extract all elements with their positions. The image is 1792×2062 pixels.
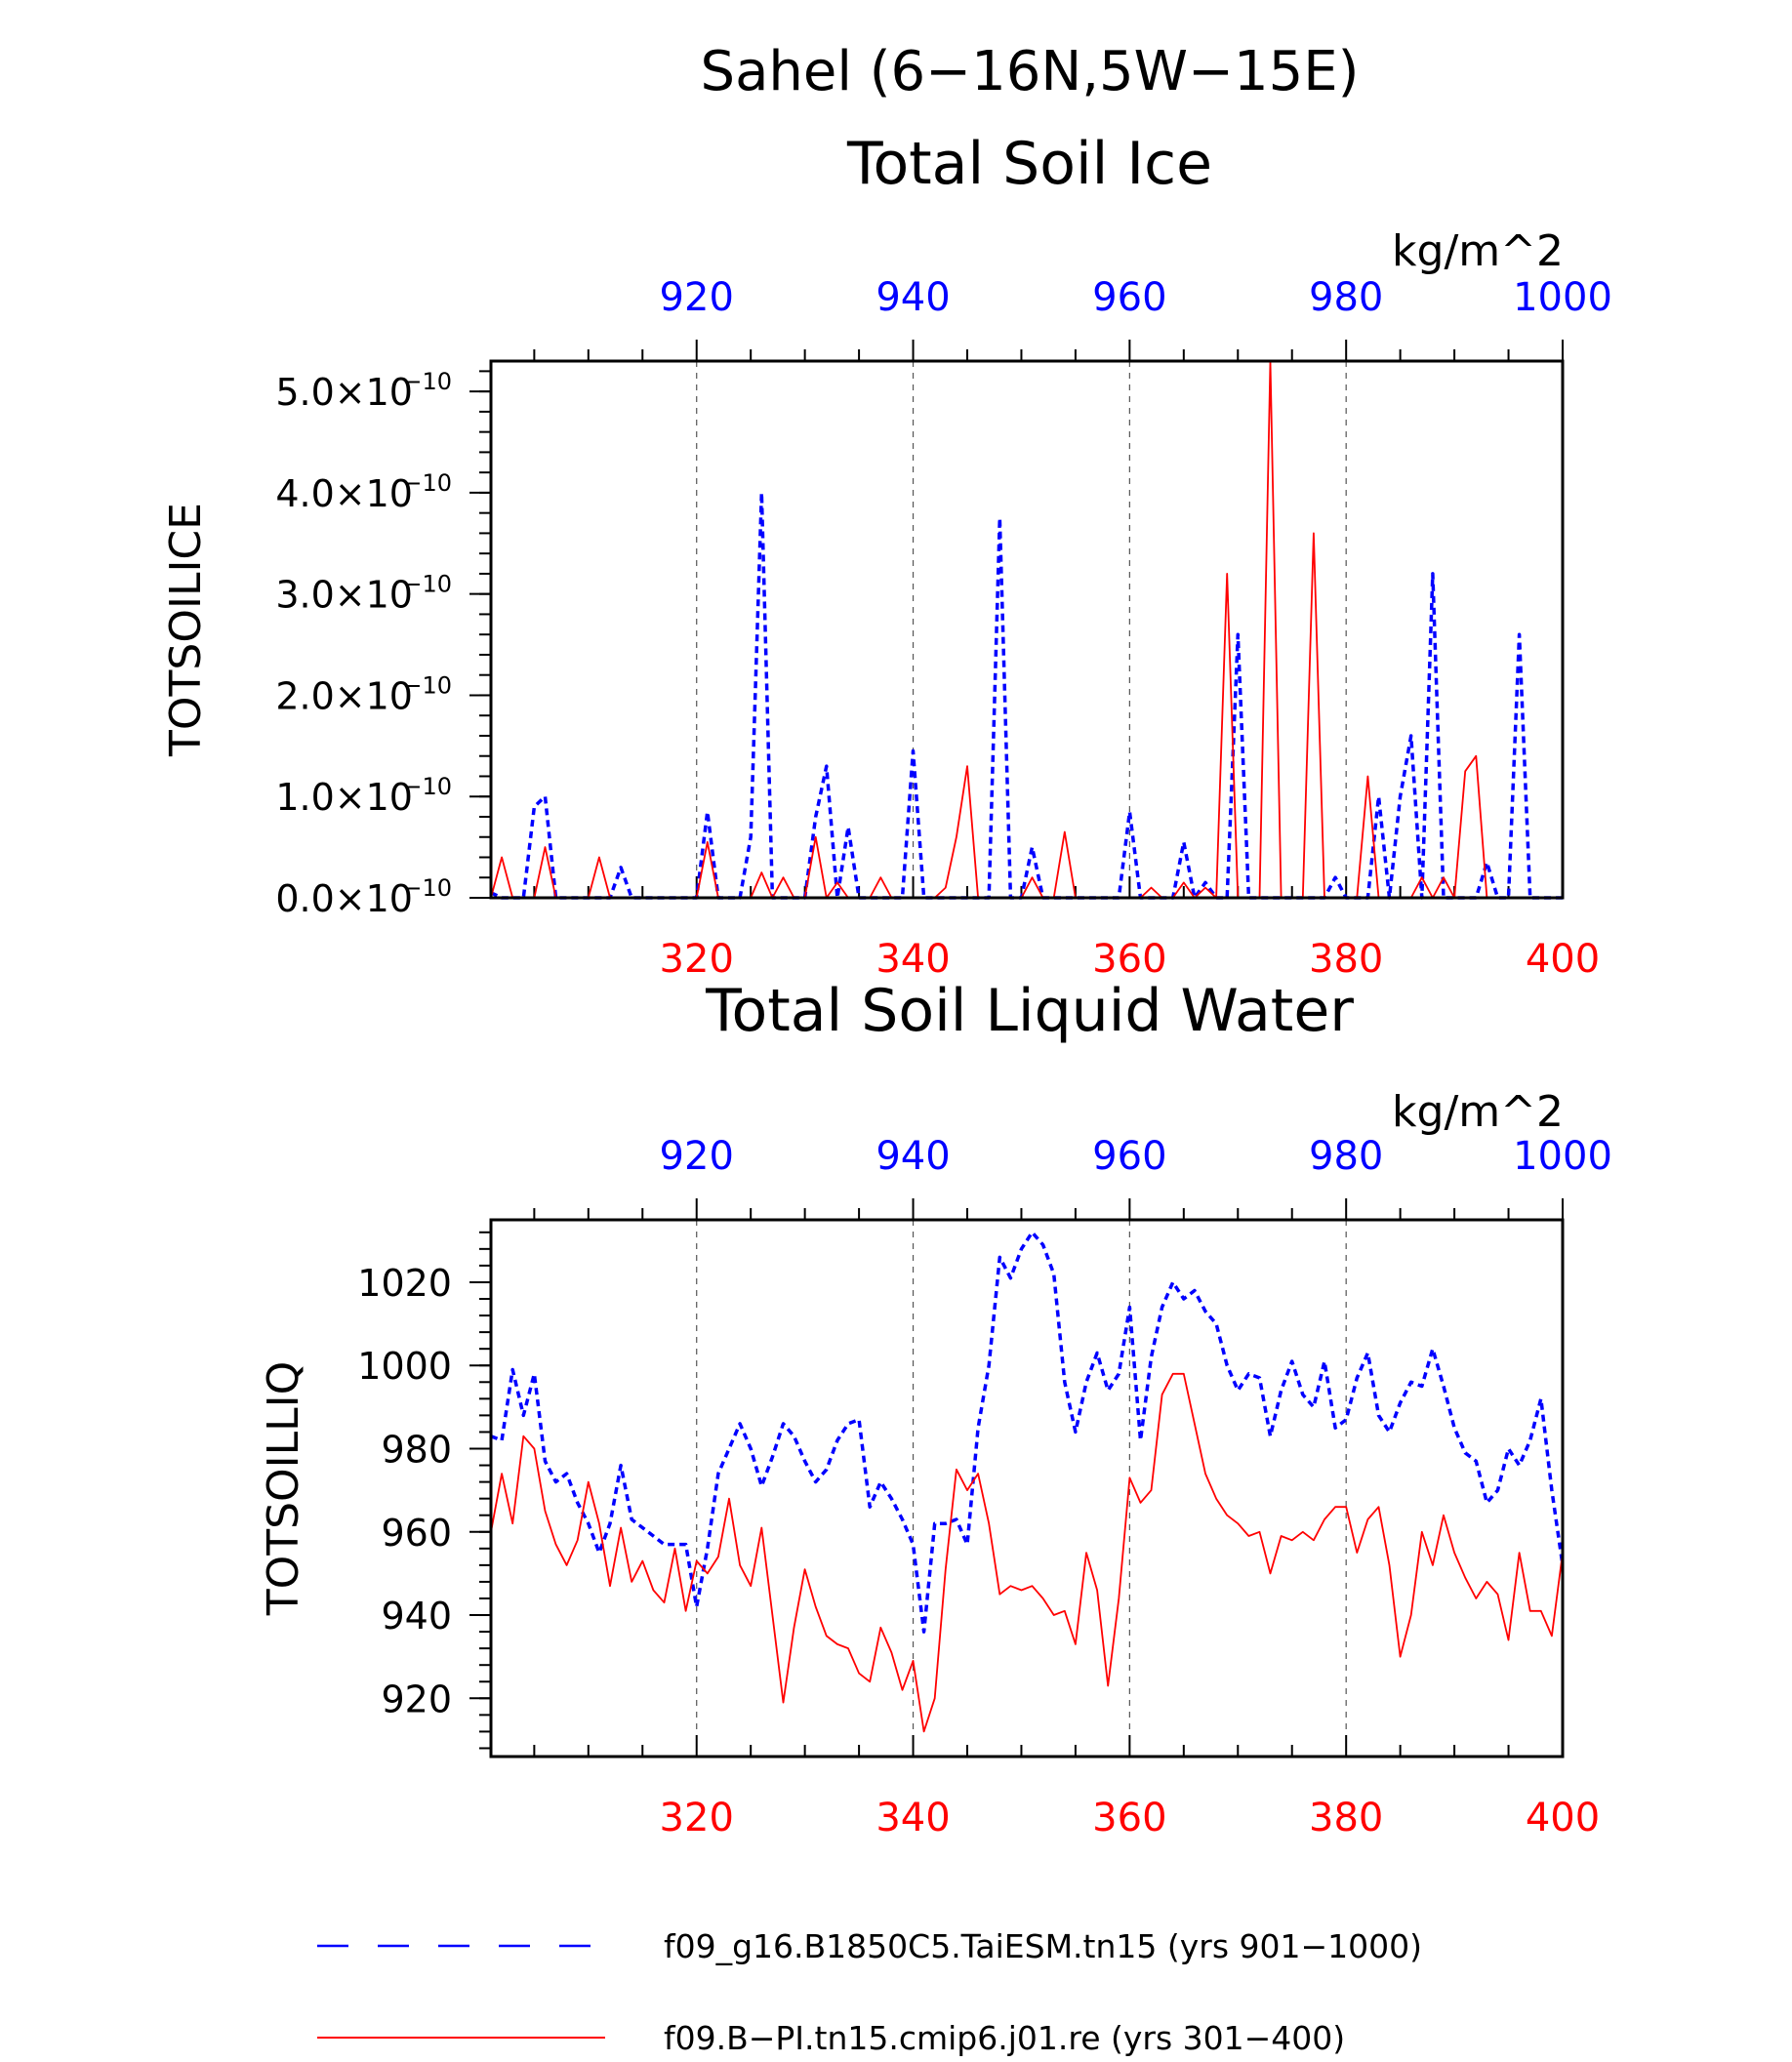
y-tick-label: 980: [381, 1428, 452, 1471]
y-tick-exponent: −10: [402, 571, 452, 598]
y-tick-label: 5.0×10: [275, 371, 413, 414]
y-tick-label: 3.0×10: [275, 574, 413, 617]
y-tick-label: 920: [381, 1678, 452, 1720]
y-tick-exponent: −10: [402, 874, 452, 902]
y-axis-label: TOTSOILLIQ: [259, 1361, 308, 1617]
y-tick-label: 1.0×10: [275, 776, 413, 819]
x-bottom-tick-label: 320: [660, 937, 734, 982]
x-bottom-tick-label: 400: [1526, 1796, 1600, 1840]
y-axis-label: TOTSOILICE: [161, 503, 211, 757]
figure-title: Sahel (6−16N,5W−15E): [701, 40, 1360, 103]
y-tick-label: 2.0×10: [275, 674, 413, 717]
x-top-tick-label: 920: [660, 275, 734, 320]
series-line-red-solid: [490, 360, 1563, 899]
x-bottom-tick-label: 340: [876, 1796, 950, 1840]
legend-label-red: f09.B−PI.tn15.cmip6.j01.re (yrs 301−400): [664, 2019, 1345, 2057]
x-bottom-tick-label: 380: [1309, 1796, 1383, 1840]
panel1-units: kg/m^2: [1392, 226, 1564, 276]
y-tick-label: 960: [381, 1512, 452, 1555]
x-bottom-tick-label: 360: [1092, 1796, 1166, 1840]
x-top-tick-label: 1000: [1513, 275, 1612, 320]
panel-total-soil-liquid-water: 320 340 360 380 400 920 940 960 980 1000 920 940 960…: [259, 1134, 1612, 1840]
plot-frame: [489, 1218, 1565, 1759]
y-tick-exponent: −10: [402, 773, 452, 800]
x-top-tick-label: 980: [1309, 275, 1383, 320]
x-top-tick-label: 980: [1309, 1134, 1383, 1179]
x-top-tick-label: 940: [876, 1134, 950, 1179]
series-line-red-solid: [490, 1372, 1564, 1733]
series-line-blue-dashed: [490, 1231, 1565, 1634]
legend: f09_g16.B1850C5.TaiESM.tn15 (yrs 901−100…: [317, 1927, 1422, 2057]
panel2-units: kg/m^2: [1392, 1087, 1564, 1137]
x-bottom-tick-label: 380: [1309, 937, 1383, 982]
x-bottom-tick-label: 360: [1092, 937, 1166, 982]
y-tick-label: 1000: [357, 1345, 452, 1388]
y-tick-exponent: −10: [402, 368, 452, 395]
x-bottom-tick-label: 340: [876, 937, 950, 982]
panel2-title: Total Soil Liquid Water: [705, 977, 1354, 1045]
series-line-blue-dashed: [490, 491, 1563, 900]
x-top-tick-label: 960: [1092, 275, 1166, 320]
y-tick-label: 0.0×10: [275, 877, 413, 920]
plot-frame: [489, 359, 1565, 900]
x-top-tick-label: 960: [1092, 1134, 1166, 1179]
x-bottom-tick-label: 320: [660, 1796, 734, 1840]
y-tick-label: 940: [381, 1595, 452, 1637]
y-tick-exponent: −10: [402, 671, 452, 699]
y-tick-label: 4.0×10: [275, 472, 413, 515]
x-top-tick-label: 940: [876, 275, 950, 320]
y-tick-label: 1020: [357, 1262, 452, 1305]
y-tick-exponent: −10: [402, 469, 452, 497]
legend-label-blue: f09_g16.B1850C5.TaiESM.tn15 (yrs 901−100…: [664, 1927, 1422, 1965]
x-top-tick-label: 920: [660, 1134, 734, 1179]
x-top-tick-label: 1000: [1513, 1134, 1612, 1179]
x-bottom-tick-label: 400: [1526, 937, 1600, 982]
panel1-title: Total Soil Ice: [846, 130, 1212, 198]
